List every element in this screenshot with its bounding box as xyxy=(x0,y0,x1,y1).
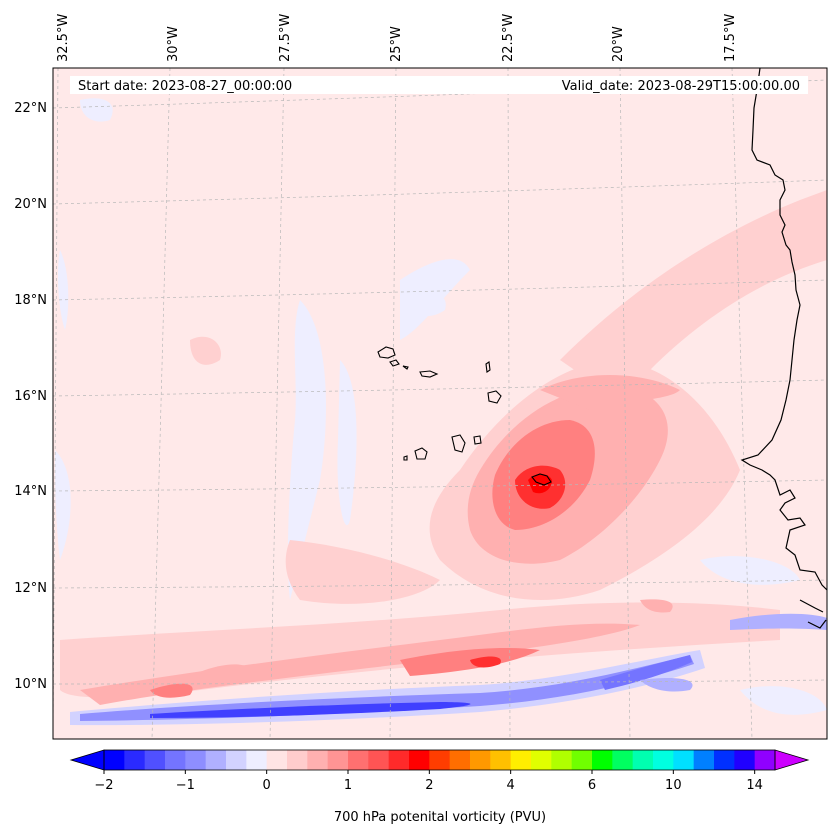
colorbar-over-arrow xyxy=(774,749,810,771)
colorbar-tick-label: 6 xyxy=(588,778,596,793)
colorbar-tick-label: −1 xyxy=(176,778,195,793)
lat-label: 12°N xyxy=(14,581,47,596)
colorbar-swatch xyxy=(246,750,268,770)
colorbar-swatch xyxy=(531,750,552,770)
colorbar-swatch xyxy=(571,750,593,770)
colorbar-swatch xyxy=(510,750,532,770)
latitude-labels: 22°N 20°N 18°N 16°N 14°N 12°N 10°N xyxy=(14,101,47,692)
colorbar-swatch xyxy=(551,750,573,770)
map-area xyxy=(53,68,827,739)
negative-pv-patches xyxy=(55,98,827,715)
map-frame xyxy=(52,67,828,740)
lon-label: 25°W xyxy=(389,26,404,62)
lon-label: 32.5°W xyxy=(56,14,71,62)
colorbar-swatch xyxy=(470,750,491,770)
lat-label: 18°N xyxy=(14,293,47,308)
colorbar-swatch xyxy=(144,750,166,770)
colorbar-swatch xyxy=(348,750,369,770)
colorbar-swatch xyxy=(388,750,410,770)
colorbar-swatch xyxy=(632,750,654,770)
colorbar-frame xyxy=(103,749,776,771)
colorbar-swatch xyxy=(693,750,715,770)
africa-coastline xyxy=(740,68,827,629)
lon-label: 27.5°W xyxy=(278,14,293,62)
colorbar-swatch xyxy=(124,750,146,770)
colorbar-swatch xyxy=(266,750,288,770)
colorbar-swatch xyxy=(490,750,512,770)
longitude-labels: 32.5°W 30°W 27.5°W 25°W 22.5°W 20°W 17.5… xyxy=(56,14,738,62)
colorbar-tick-label: 4 xyxy=(507,778,515,793)
colorbar-label: 700 hPa potenital vorticity (PVU) xyxy=(334,810,546,825)
start-date-label: Start date: 2023-08-27_00:00:00 xyxy=(78,79,292,94)
colorbar-swatch xyxy=(754,750,776,770)
colorbar-swatch xyxy=(104,750,125,770)
lat-label: 20°N xyxy=(14,197,47,212)
lon-label: 17.5°W xyxy=(723,14,738,62)
colorbar-swatch xyxy=(592,750,613,770)
colorbar-tick-label: 2 xyxy=(425,778,433,793)
colorbar: −2 −1 0 1 2 4 6 10 14 700 hPa potenital vorticit… xyxy=(69,749,810,825)
colorbar-swatch xyxy=(673,750,695,770)
cape-verde-islands xyxy=(377,346,552,486)
colorbar-tick-label: −2 xyxy=(94,778,113,793)
colorbar-ticks: −2 −1 0 1 2 4 6 10 14 xyxy=(94,770,763,793)
colorbar-swatch xyxy=(205,750,227,770)
lon-label: 22.5°W xyxy=(501,14,516,62)
colorbar-swatch xyxy=(287,750,308,770)
lon-label: 20°W xyxy=(611,26,626,62)
colorbar-swatch xyxy=(185,750,207,770)
colorbar-swatch xyxy=(714,750,735,770)
colorbar-tick-label: 0 xyxy=(263,778,271,793)
date-banner xyxy=(70,76,808,94)
colorbar-swatch xyxy=(327,750,349,770)
colorbar-swatch xyxy=(734,750,756,770)
colorbar-swatch xyxy=(449,750,471,770)
colorbar-under-arrow xyxy=(69,749,105,771)
colorbar-swatch xyxy=(368,750,390,770)
colorbar-tick-label: 1 xyxy=(344,778,352,793)
colorbar-tick-label: 14 xyxy=(746,778,763,793)
colorbar-swatch xyxy=(612,750,634,770)
valid-date-label: Valid_date: 2023-08-29T15:00:00.00 xyxy=(562,79,800,94)
colorbar-swatch xyxy=(409,750,430,770)
lat-label: 14°N xyxy=(14,484,47,499)
colorbar-swatch xyxy=(226,750,247,770)
colorbar-swatch xyxy=(165,750,186,770)
colorbar-swatch xyxy=(307,750,329,770)
lat-label: 22°N xyxy=(14,101,47,116)
colorbar-swatch xyxy=(429,750,451,770)
lat-label: 16°N xyxy=(14,389,47,404)
lon-label: 30°W xyxy=(166,26,181,62)
lat-label: 10°N xyxy=(14,677,47,692)
colorbar-swatch xyxy=(653,750,674,770)
gridlines xyxy=(53,68,827,739)
colorbar-tick-label: 10 xyxy=(665,778,682,793)
colorbar-swatches xyxy=(104,750,776,770)
